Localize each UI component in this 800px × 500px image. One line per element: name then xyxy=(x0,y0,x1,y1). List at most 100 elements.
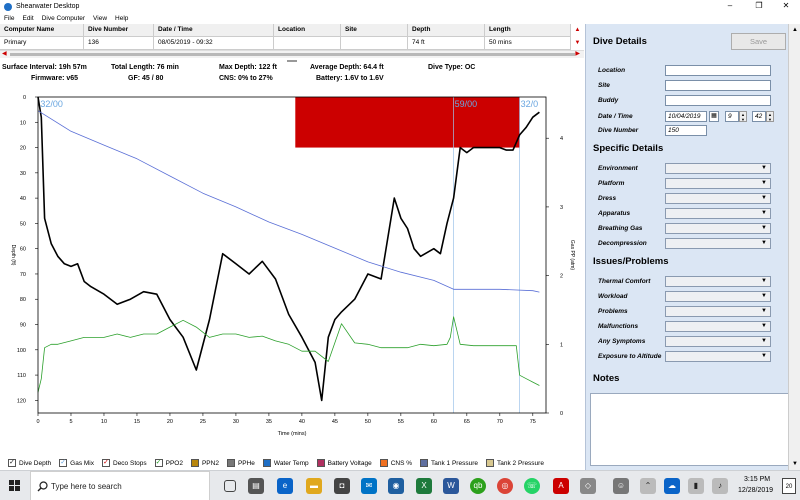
issue-field-select[interactable]: ▼ xyxy=(665,291,771,302)
hour-input[interactable]: 9 xyxy=(725,111,739,122)
legend-item[interactable]: ✓ Gas Mix xyxy=(59,459,94,467)
minute-input[interactable]: 42 xyxy=(752,111,766,122)
specific-field-select[interactable]: ▼ xyxy=(665,223,771,234)
horizontal-scrollbar[interactable]: ◀ ▶ xyxy=(0,50,584,58)
app-icon[interactable]: ◇ xyxy=(580,478,596,494)
scroll-down-arrow-icon[interactable]: ▼ xyxy=(792,461,798,467)
acrobat-icon[interactable]: A xyxy=(553,478,569,494)
clock-date[interactable]: 12/28/2019 xyxy=(738,487,774,494)
column-header-site[interactable]: Site xyxy=(341,24,408,37)
word-icon[interactable]: W xyxy=(443,478,459,494)
issue-field-select[interactable]: ▼ xyxy=(665,351,771,362)
legend-checkbox-icon[interactable]: ✓ xyxy=(59,459,68,467)
file-explorer-icon[interactable]: ▬ xyxy=(306,478,322,494)
column-header-computer-name[interactable]: Computer Name xyxy=(0,24,84,37)
buddy-input[interactable] xyxy=(665,95,771,106)
edge-browser-icon[interactable]: e xyxy=(277,478,293,494)
legend-checkbox-icon[interactable]: ✓ xyxy=(154,459,163,467)
save-button[interactable]: Save xyxy=(731,33,786,50)
legend-checkbox-icon[interactable] xyxy=(485,459,494,467)
site-input[interactable] xyxy=(665,80,771,91)
legend-item[interactable]: ✓ Dive Depth xyxy=(8,459,51,467)
dive-number-input[interactable]: 150 xyxy=(665,125,707,136)
scroll-down-arrow-icon[interactable]: ▼ xyxy=(574,40,581,46)
legend-checkbox-icon[interactable]: ✓ xyxy=(8,459,16,467)
dive-profile-chart[interactable]: 0 5 10 15 20 25 30 35 40 45 50 55 60 65 70 75 0 10 20 30 40 5… xyxy=(0,86,584,442)
legend-item[interactable]: ✓ PPO2 xyxy=(154,459,183,467)
shearwater-app-icon[interactable]: ◉ xyxy=(388,478,404,494)
cloud-icon[interactable]: ☁ xyxy=(664,478,680,494)
specific-field-select[interactable]: ▼ xyxy=(665,178,771,189)
legend-checkbox-icon[interactable] xyxy=(262,459,271,467)
specific-field-select[interactable]: ▼ xyxy=(665,163,771,174)
store-app-icon[interactable]: ▤ xyxy=(248,478,264,494)
legend-checkbox-icon[interactable]: ✓ xyxy=(102,459,110,467)
start-button[interactable] xyxy=(0,471,30,500)
legend-label: Tank 2 Pressure xyxy=(496,459,544,467)
legend-item[interactable]: Tank 2 Pressure xyxy=(485,459,544,467)
task-view-icon[interactable] xyxy=(224,480,236,492)
legend-checkbox-icon[interactable] xyxy=(190,459,199,467)
column-header-dive-number[interactable]: Dive Number xyxy=(84,24,154,37)
issue-field-select[interactable]: ▼ xyxy=(665,276,771,287)
maximize-button[interactable]: ❐ xyxy=(755,1,763,10)
mail-icon[interactable]: ✉ xyxy=(361,478,377,494)
issue-field-select[interactable]: ▼ xyxy=(665,336,771,347)
chrome-icon[interactable]: ◎ xyxy=(497,478,513,494)
clock-time[interactable]: 3:15 PM xyxy=(744,476,771,483)
menu-view[interactable]: View xyxy=(93,15,108,22)
scroll-right-arrow-icon[interactable]: ▶ xyxy=(575,51,580,57)
legend-item[interactable]: Water Temp xyxy=(262,459,309,467)
issue-field-select[interactable]: ▼ xyxy=(665,321,771,332)
legend-item[interactable]: Tank 1 Pressure xyxy=(420,459,478,467)
scroll-up-arrow-icon[interactable]: ▲ xyxy=(574,27,581,33)
specific-field-select[interactable]: ▼ xyxy=(665,238,771,249)
hour-spinner-icon[interactable]: ▲ ▼ xyxy=(739,111,747,122)
menu-edit[interactable]: Edit xyxy=(22,15,34,22)
legend-checkbox-icon[interactable] xyxy=(379,459,388,467)
notes-textarea[interactable] xyxy=(590,393,797,466)
location-input[interactable] xyxy=(665,65,771,76)
close-button[interactable]: ✕ xyxy=(782,1,790,10)
whatsapp-icon[interactable]: ☏ xyxy=(524,478,540,494)
people-icon[interactable]: ☺ xyxy=(613,478,629,494)
legend-checkbox-icon[interactable] xyxy=(316,459,325,467)
splitter-grip[interactable] xyxy=(287,60,297,62)
menu-dive-computer[interactable]: Dive Computer xyxy=(41,15,86,22)
menu-file[interactable]: File xyxy=(4,15,15,22)
legend-item[interactable]: ✓ Deco Stops xyxy=(102,459,147,467)
date-input[interactable]: 10/04/2019 xyxy=(665,111,707,122)
notification-icon[interactable]: 20 xyxy=(782,478,796,494)
panel-scrollbar[interactable]: ▲ ▼ xyxy=(788,24,800,470)
table-row[interactable]: Primary 136 08/05/2019 - 09:32 74 ft 50 … xyxy=(0,37,571,50)
site-label: Site xyxy=(598,82,610,89)
legend-item[interactable]: PPHe xyxy=(226,459,255,467)
legend-item[interactable]: PPN2 xyxy=(190,459,219,467)
issue-field-select[interactable]: ▼ xyxy=(665,306,771,317)
scroll-left-arrow-icon[interactable]: ◀ xyxy=(2,51,7,57)
column-header-length[interactable]: Length xyxy=(485,24,571,37)
column-header-depth[interactable]: Depth xyxy=(408,24,485,37)
quickbooks-icon[interactable]: qb xyxy=(470,478,486,494)
specific-field-select[interactable]: ▼ xyxy=(665,193,771,204)
excel-icon[interactable]: X xyxy=(416,478,432,494)
taskbar-search[interactable]: Type here to search xyxy=(30,471,210,500)
specific-field-select[interactable]: ▼ xyxy=(665,208,771,219)
calendar-icon[interactable]: ▦ xyxy=(709,111,719,122)
legend-checkbox-icon[interactable] xyxy=(420,459,429,467)
legend-item[interactable]: CNS % xyxy=(379,459,412,467)
dive-profile-svg[interactable]: 0 5 10 15 20 25 30 35 40 45 50 55 60 65 70 750102030405… xyxy=(0,86,584,442)
scroll-up-arrow-icon[interactable]: ▲ xyxy=(792,27,798,33)
system-tray-icon[interactable]: ⌃ xyxy=(640,478,656,494)
menu-help[interactable]: Help xyxy=(115,15,129,22)
minute-spinner-icon[interactable]: ▲ ▼ xyxy=(766,111,774,122)
column-header-date-time[interactable]: Date / Time xyxy=(154,24,274,37)
legend-item[interactable]: Battery Voltage xyxy=(316,459,372,467)
shopping-bag-icon[interactable]: ◘ xyxy=(334,478,350,494)
minimize-button[interactable]: – xyxy=(727,1,733,10)
legend-checkbox-icon[interactable] xyxy=(226,459,235,467)
column-header-location[interactable]: Location xyxy=(274,24,341,37)
volume-icon[interactable]: ♪ xyxy=(712,478,728,494)
network-icon[interactable]: ▮ xyxy=(688,478,704,494)
scrollbar-thumb[interactable] xyxy=(10,53,575,56)
